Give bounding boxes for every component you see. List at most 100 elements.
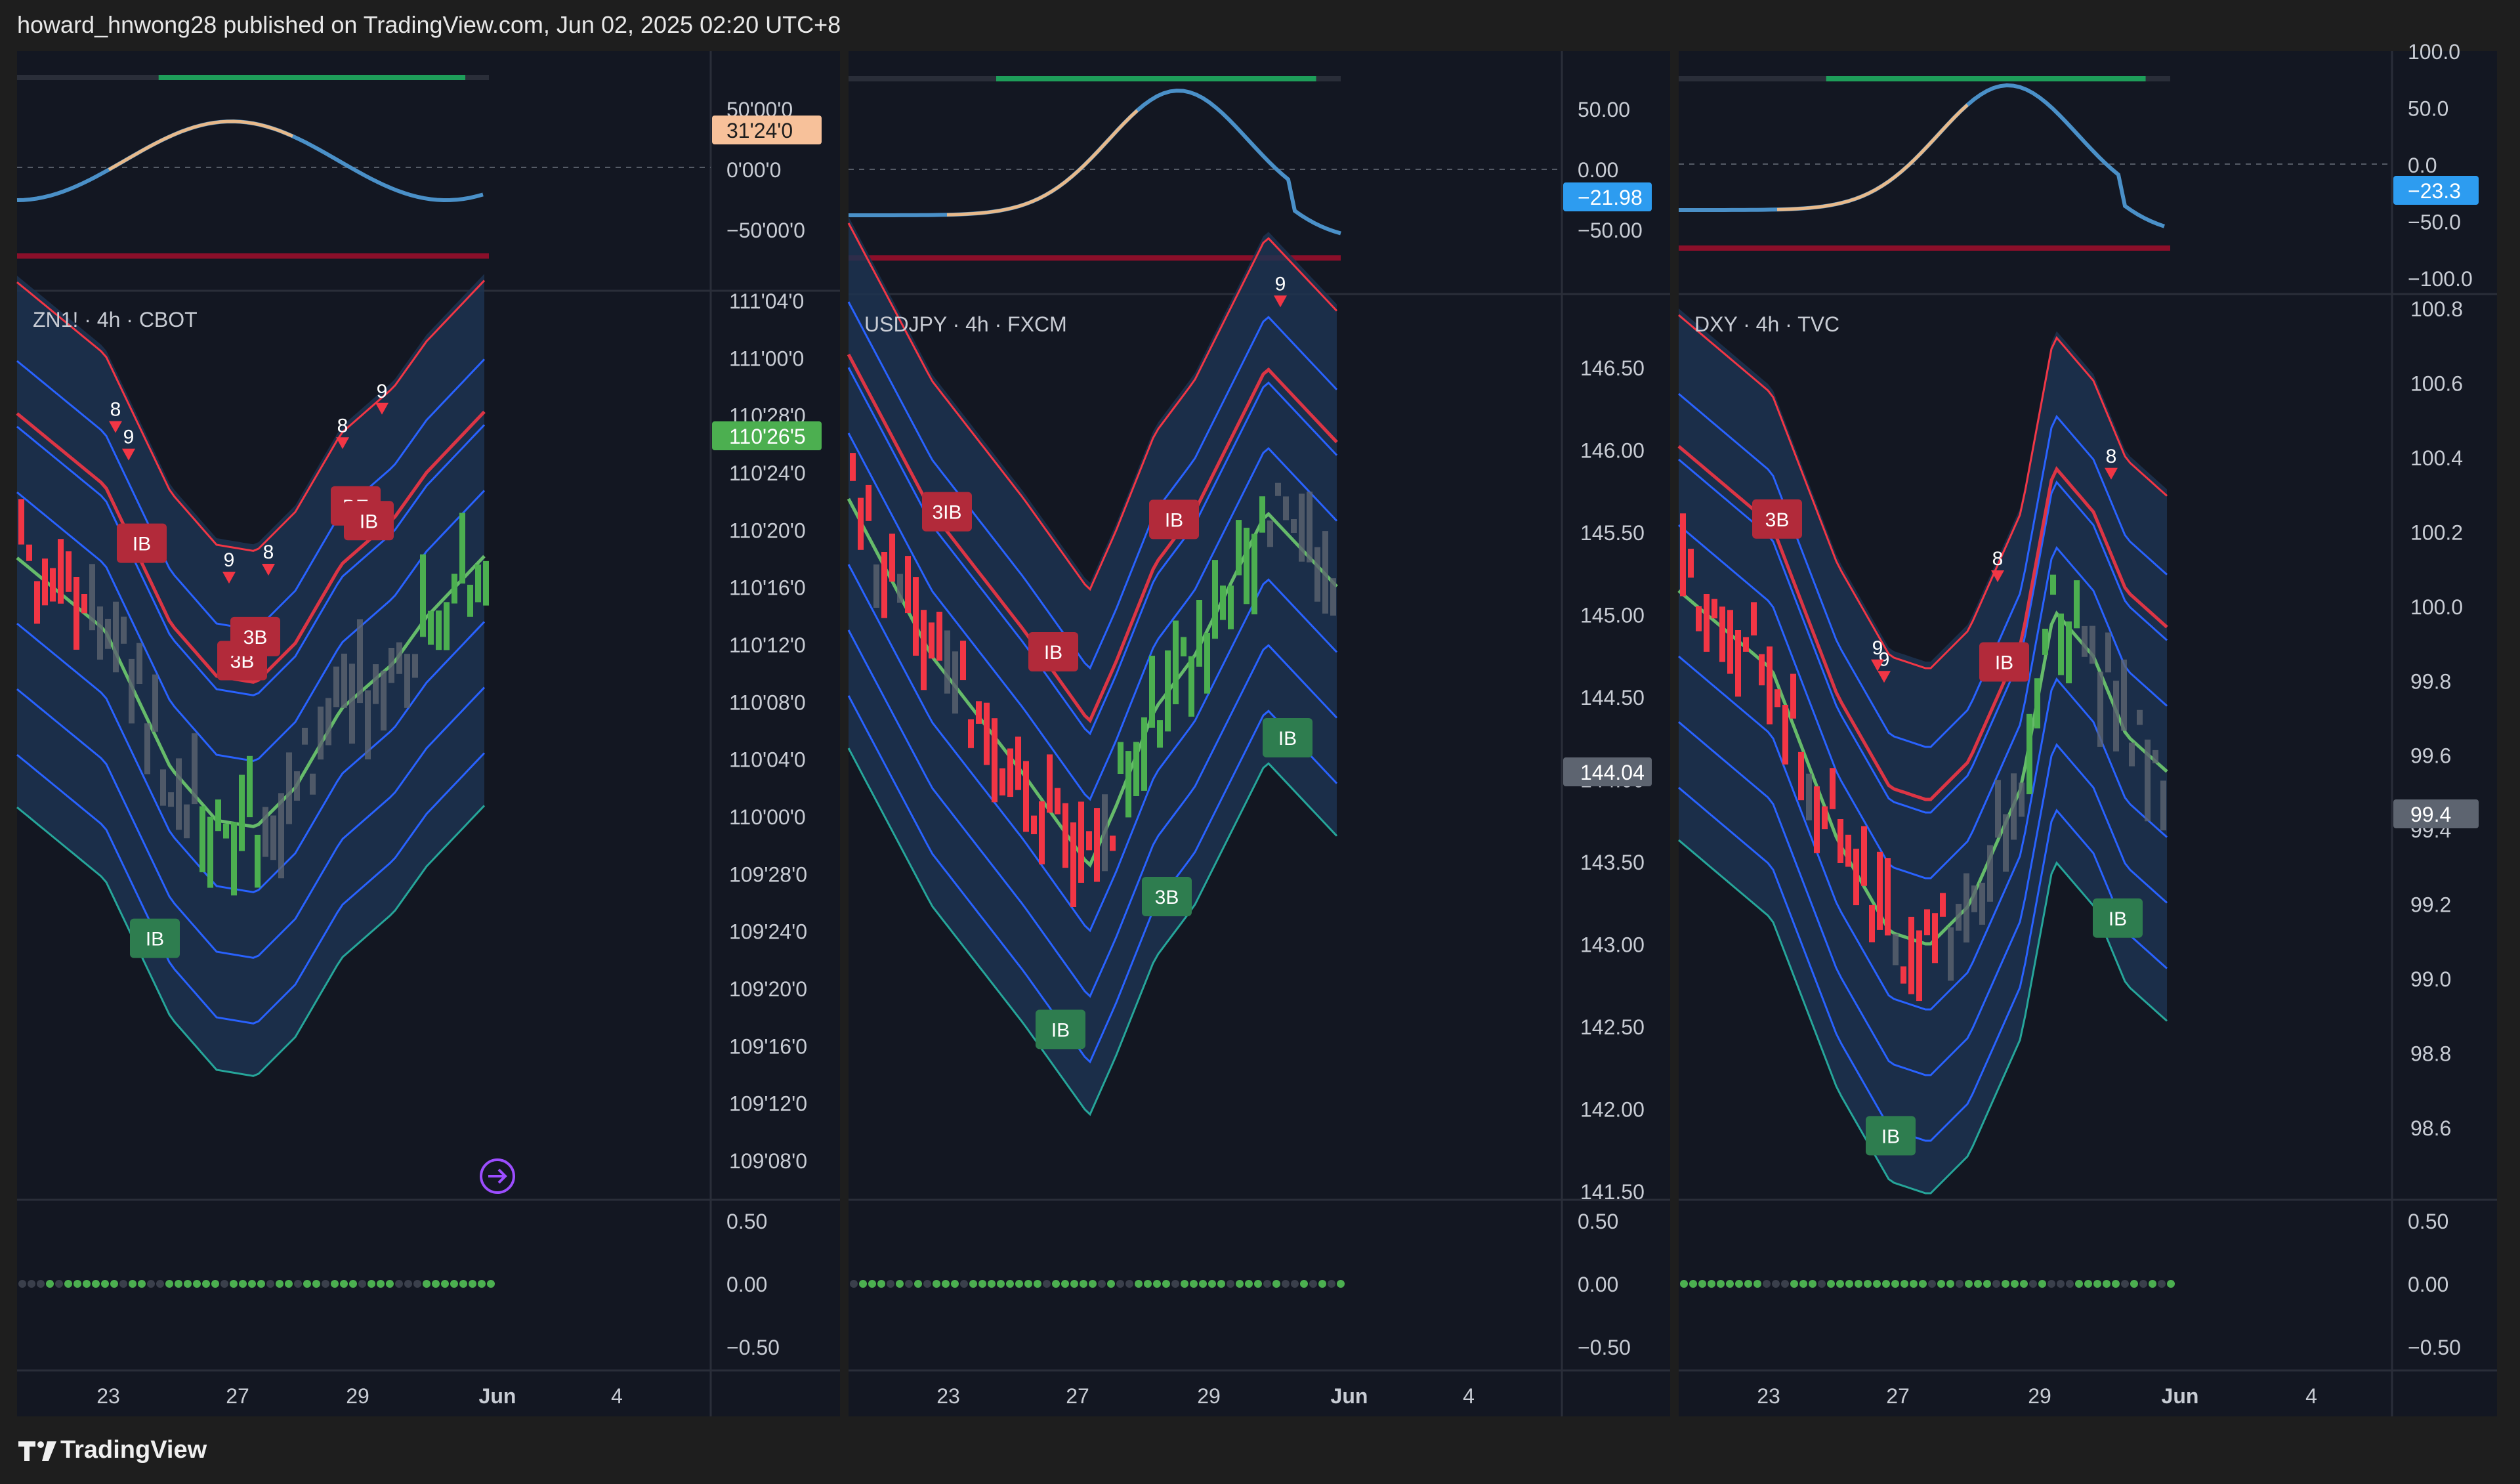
signal-dot [92,1280,100,1288]
candle [160,769,166,806]
signal-dot [2038,1280,2046,1288]
signal-dot [294,1280,302,1288]
signal-dot [450,1280,458,1288]
signal-badge-label: IB [1165,509,1183,531]
signal-dot [1116,1280,1124,1288]
symbol-title: DXY · 4h · TVC [1694,312,1839,336]
signal-dot [377,1280,385,1288]
signal-dot [877,1280,885,1288]
signal-dot [423,1280,430,1288]
signal-dot [1891,1280,1899,1288]
candle [936,612,942,661]
candle [1971,885,1977,912]
candle [1782,705,1788,765]
signal-badge-label: IB [133,534,151,555]
go-to-realtime-ring [480,1158,515,1194]
signal-dot [322,1280,329,1288]
price-scale-label: 110'04'0 [729,748,806,772]
candle [1845,834,1851,867]
signal-dot [2130,1280,2138,1288]
signal-dot [184,1280,192,1288]
candle [247,755,253,818]
signal-count-label: 8 [1992,548,2004,570]
signal-dot [110,1280,118,1288]
band-line [847,629,1338,998]
signal-dot [1790,1280,1798,1288]
signal-dot [2139,1280,2147,1288]
candle [1956,904,1962,931]
oscillator-scale-label: −50.0 [2408,211,2461,234]
candle [302,727,308,745]
signal-dot [1318,1280,1326,1288]
candle [81,594,87,614]
candle [1062,803,1068,868]
signal-dot [2066,1280,2074,1288]
candle [223,823,229,839]
oscillator-scale-label: 0'00'0 [726,158,781,182]
signal-dot [2075,1280,2083,1288]
signal-badge [1263,717,1312,757]
candle [1924,909,1930,935]
oscillator-scale-label: 0.0 [2408,154,2437,177]
candle [129,658,135,724]
candle [1900,966,1906,984]
price-scale-label: 145.00 [1580,604,1645,627]
candle [1735,630,1741,697]
signal-dot [2093,1280,2101,1288]
candle [373,664,379,704]
band-line [1678,721,2168,1076]
candle [2113,681,2119,752]
candle [396,642,402,674]
signal-dot [202,1280,210,1288]
signal-count-label: 9 [377,381,388,402]
signal-badge [1752,499,1802,539]
x-axis-tick: 4 [1463,1384,1475,1408]
x-axis-tick: 27 [1886,1384,1910,1408]
signal-dot [257,1280,265,1288]
signal-dot [933,1280,940,1288]
price-scale-label: 111'00'0 [729,347,804,370]
candle [1110,836,1116,851]
candle [2042,628,2048,655]
candle [365,690,371,759]
candle [152,674,158,732]
candle [2129,742,2135,767]
x-axis-tick: 27 [226,1384,249,1408]
candle [1244,528,1250,604]
x-axis-tick: 27 [1066,1384,1089,1408]
signal-dot [1107,1280,1115,1288]
signal-dot [331,1280,339,1288]
signal-dot [896,1280,904,1288]
candle [1007,748,1013,797]
price-scale-label: 110'00'0 [729,805,806,829]
go-to-realtime-icon[interactable] [480,1158,515,1194]
price-scale-label: 109'16'0 [729,1034,807,1058]
candle [262,807,268,857]
candle [968,719,974,748]
signal-dot [1263,1280,1271,1288]
candle [144,723,150,774]
candle [1141,717,1147,791]
candle [1322,531,1328,614]
signal-dot [2149,1280,2156,1288]
last-price-label: 144.04 [1580,761,1645,784]
chart-layout[interactable]: ZN1! · 4h · CBOT111'04'0111'00'0110'28'0… [0,0,2520,1418]
candle [1039,801,1045,864]
candle [333,666,339,708]
signal-dot [1125,1280,1133,1288]
price-scale-label: 144.50 [1580,686,1645,710]
signal-marker [222,572,236,584]
candle [1259,496,1265,533]
signal-dot [441,1280,449,1288]
signal-dot [978,1280,986,1288]
signal-dot [395,1280,403,1288]
tradingview-brand[interactable]: TradingView [60,1436,207,1464]
signal-badge [117,523,167,563]
signal-dot [2020,1280,2028,1288]
signal-dot [1744,1280,1752,1288]
candle [436,610,442,650]
signal-badge [1866,1116,1916,1156]
candle [2058,613,2064,675]
price-scale-label: 109'12'0 [729,1092,807,1116]
candle [913,577,919,656]
